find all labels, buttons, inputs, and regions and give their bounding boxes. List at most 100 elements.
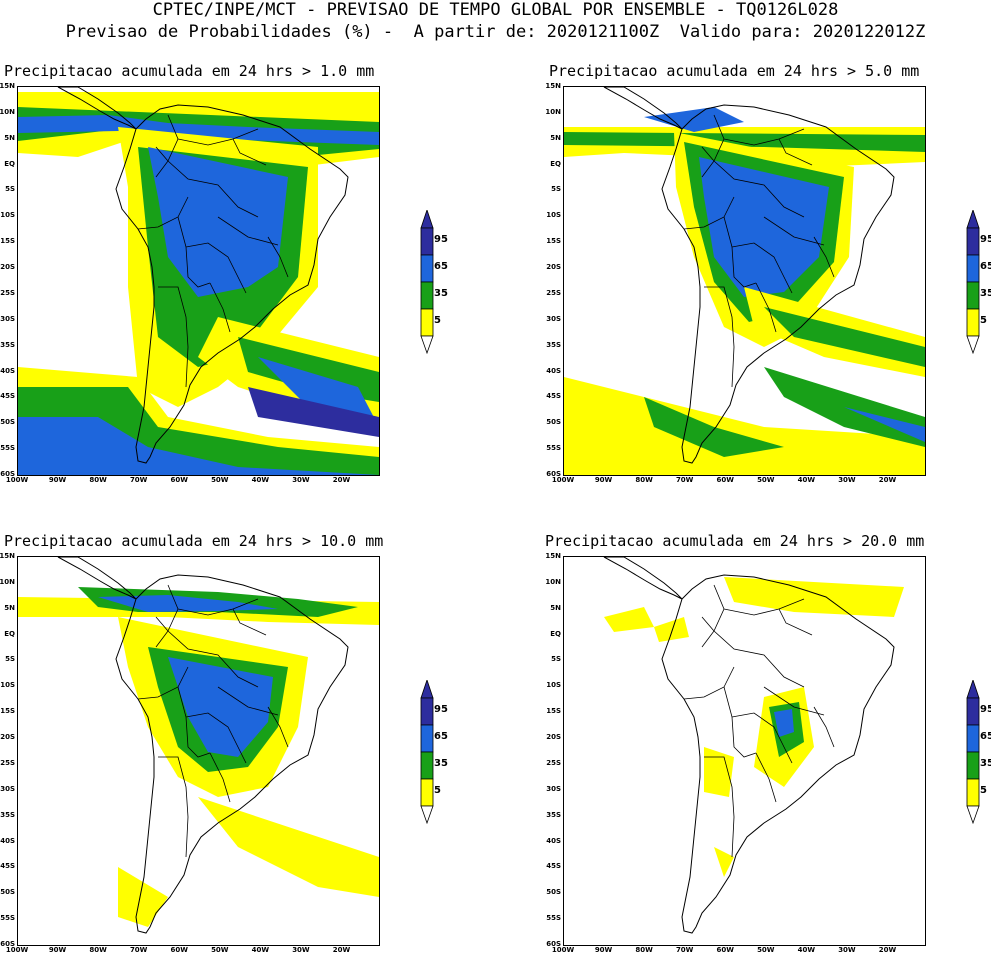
country-border (217, 686, 279, 716)
lat-label: 25S (0, 288, 15, 297)
country-border (177, 216, 211, 288)
lat-label: 50S (0, 418, 15, 427)
lat-label: 55S (546, 444, 561, 453)
coastline (57, 87, 137, 130)
legend-label: 95 (434, 234, 448, 245)
lat-label: 50S (546, 418, 561, 427)
lon-label: 50W (757, 946, 775, 954)
country-border (704, 286, 735, 388)
lon-label: 20W (332, 946, 351, 954)
lat-label: 5S (5, 655, 15, 664)
lon-label: 90W (594, 946, 613, 954)
lon-label: 70W (129, 946, 148, 954)
lat-label: 10N (0, 107, 15, 116)
lon-label: 100W (5, 476, 29, 484)
legend-colorbar (966, 208, 980, 355)
panel-2-map (563, 86, 926, 476)
legend-colorbar (420, 678, 434, 825)
country-border (763, 686, 825, 716)
coastline (603, 557, 683, 600)
lat-label: 5S (5, 185, 15, 194)
lat-label: 30S (0, 784, 15, 793)
lon-label: 40W (797, 946, 816, 954)
lon-label: 70W (675, 946, 694, 954)
lat-label: 25S (546, 288, 561, 297)
country-border (701, 584, 725, 632)
country-border (755, 282, 777, 333)
lat-label: 40S (546, 366, 561, 375)
lat-label: EQ (550, 629, 561, 638)
lon-label: 60W (716, 946, 734, 954)
country-border (158, 756, 189, 858)
legend-label: 35 (980, 288, 991, 299)
panel-3-legend: 95 65 35 5 (420, 678, 460, 825)
country-border (723, 598, 805, 616)
lon-label: 80W (635, 476, 653, 484)
legend-label: 35 (980, 758, 991, 769)
lon-label: 70W (675, 476, 694, 484)
country-border (137, 666, 189, 700)
coastline (603, 87, 683, 130)
lat-label: 35S (0, 340, 15, 349)
lat-label: EQ (550, 159, 561, 168)
lat-label: 55S (0, 914, 15, 923)
lat-label: 5N (550, 133, 561, 142)
country-border (723, 686, 757, 758)
lat-label: 10S (0, 211, 15, 220)
lat-label: 5N (550, 603, 561, 612)
lat-label: 10S (546, 211, 561, 220)
lat-label: 15N (0, 82, 15, 90)
panel-1-map (17, 86, 380, 476)
country-border (232, 138, 267, 166)
panel-1-legend: 95 65 35 5 (420, 208, 460, 355)
legend-label: 95 (980, 234, 991, 245)
country-border (813, 236, 835, 278)
country-border (155, 584, 179, 632)
lat-label: 60S (0, 470, 15, 478)
legend-colorbar (420, 208, 434, 355)
lon-label: 90W (48, 476, 67, 484)
lat-label: 35S (546, 340, 561, 349)
lat-label: 40S (0, 836, 15, 845)
lat-label: 45S (0, 862, 15, 871)
legend-label: 95 (434, 704, 448, 715)
coastline (57, 557, 137, 600)
country-border (731, 712, 793, 764)
country-border (701, 630, 715, 648)
lat-label: 15S (0, 237, 15, 246)
lat-label: 30S (546, 784, 561, 793)
legend-label: 65 (434, 731, 448, 742)
lat-label: 20S (546, 263, 561, 272)
lat-label: 60S (546, 470, 561, 478)
country-border (167, 630, 259, 688)
country-border (267, 706, 289, 748)
country-border (232, 608, 267, 636)
lat-label: 5N (4, 133, 15, 142)
legend-label: 5 (434, 315, 441, 326)
lat-label: 10S (0, 681, 15, 690)
lat-label: 55S (546, 914, 561, 923)
lon-label: 90W (48, 946, 67, 954)
lon-label: 20W (332, 476, 351, 484)
lon-label: 90W (594, 476, 613, 484)
legend-label: 5 (980, 315, 987, 326)
country-border (723, 128, 805, 146)
lat-label: 15N (545, 552, 561, 560)
lon-label: 100W (551, 476, 575, 484)
panel-1-title: Precipitacao acumulada em 24 hrs > 1.0 m… (4, 62, 375, 80)
legend-colorbar (966, 678, 980, 825)
lat-label: 45S (0, 392, 15, 401)
lat-label: 30S (0, 314, 15, 323)
precip-map-svg (564, 87, 925, 475)
lat-label: 15N (0, 552, 15, 560)
lat-label: 15S (546, 707, 561, 716)
lon-label: 80W (89, 476, 107, 484)
precip-map-svg (603, 557, 904, 934)
country-border (683, 666, 735, 700)
country-border (701, 114, 725, 162)
lon-label: 30W (838, 476, 856, 484)
panel-4-map (563, 556, 926, 946)
country-border (137, 196, 189, 230)
lat-label: 10N (545, 577, 561, 586)
legend-label: 65 (980, 261, 991, 272)
